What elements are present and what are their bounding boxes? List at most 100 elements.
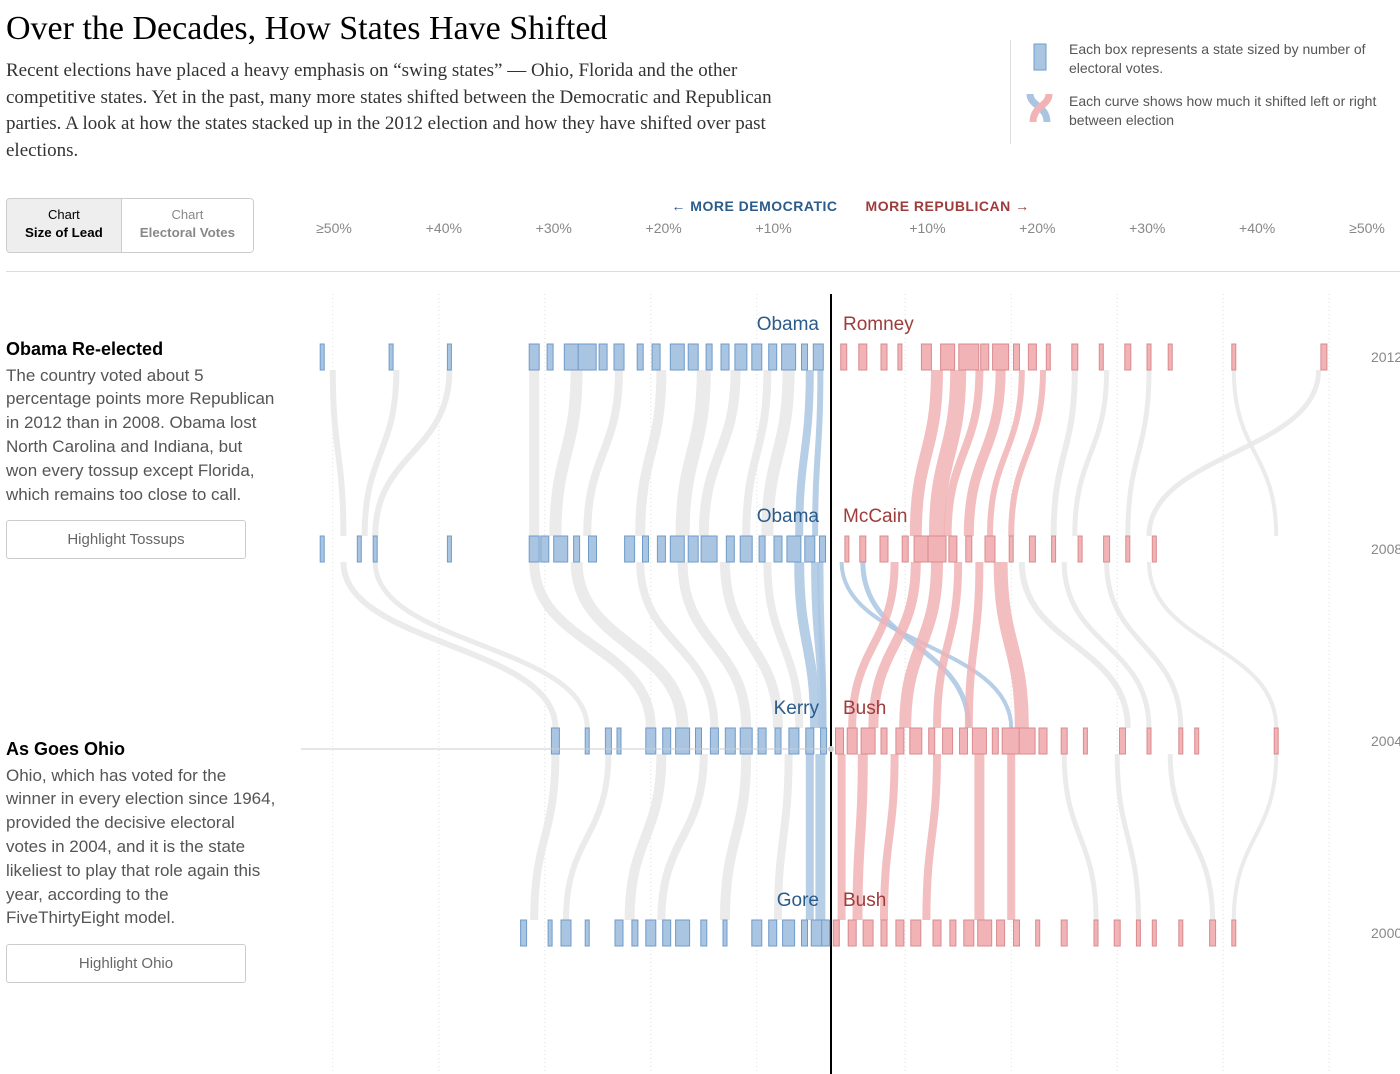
- state-box-rep[interactable]: [898, 344, 902, 370]
- state-box-rep[interactable]: [911, 920, 921, 946]
- state-box-dem[interactable]: [320, 344, 324, 370]
- state-box-dem[interactable]: [670, 536, 684, 562]
- state-box-dem[interactable]: [701, 536, 717, 562]
- state-box-rep[interactable]: [981, 344, 989, 370]
- state-box-rep[interactable]: [1039, 728, 1047, 754]
- state-box-rep[interactable]: [1099, 344, 1103, 370]
- state-box-rep[interactable]: [833, 920, 839, 946]
- state-box-dem[interactable]: [663, 728, 671, 754]
- state-box-dem[interactable]: [663, 920, 671, 946]
- state-box-dem[interactable]: [652, 344, 660, 370]
- state-box-rep[interactable]: [902, 536, 908, 562]
- state-box-rep[interactable]: [881, 344, 887, 370]
- state-box-dem[interactable]: [615, 920, 623, 946]
- state-box-dem[interactable]: [646, 920, 656, 946]
- state-box-dem[interactable]: [752, 920, 762, 946]
- state-box-dem[interactable]: [614, 344, 624, 370]
- state-box-dem[interactable]: [447, 536, 451, 562]
- state-box-rep[interactable]: [880, 536, 888, 562]
- state-box-dem[interactable]: [769, 344, 777, 370]
- state-box-rep[interactable]: [1232, 344, 1236, 370]
- state-box-dem[interactable]: [625, 536, 635, 562]
- state-box-rep[interactable]: [914, 536, 928, 562]
- state-box-dem[interactable]: [529, 344, 539, 370]
- state-box-rep[interactable]: [1168, 344, 1172, 370]
- state-box-rep[interactable]: [1321, 344, 1327, 370]
- state-box-rep[interactable]: [896, 920, 904, 946]
- state-box-rep[interactable]: [933, 920, 941, 946]
- annotation-button[interactable]: Highlight Ohio: [6, 944, 246, 983]
- state-box-dem[interactable]: [578, 344, 596, 370]
- state-box-rep[interactable]: [896, 728, 904, 754]
- state-box-dem[interactable]: [721, 344, 729, 370]
- state-box-dem[interactable]: [805, 536, 815, 562]
- state-box-rep[interactable]: [978, 920, 992, 946]
- state-box-dem[interactable]: [787, 536, 801, 562]
- state-box-rep[interactable]: [1152, 536, 1156, 562]
- state-box-rep[interactable]: [861, 728, 875, 754]
- state-box-rep[interactable]: [1114, 920, 1120, 946]
- state-box-rep[interactable]: [1126, 536, 1130, 562]
- state-box-dem[interactable]: [574, 536, 580, 562]
- state-box-rep[interactable]: [1009, 536, 1013, 562]
- toggle-electoral-votes[interactable]: Chart Electoral Votes: [121, 199, 253, 251]
- state-box-rep[interactable]: [966, 536, 972, 562]
- state-box-rep[interactable]: [841, 344, 847, 370]
- state-box-dem[interactable]: [740, 728, 752, 754]
- state-box-rep[interactable]: [1120, 728, 1126, 754]
- toggle-size-of-lead[interactable]: Chart Size of Lead: [7, 199, 121, 251]
- state-box-dem[interactable]: [564, 344, 578, 370]
- state-box-dem[interactable]: [725, 728, 735, 754]
- state-box-dem[interactable]: [735, 344, 747, 370]
- state-box-rep[interactable]: [881, 728, 887, 754]
- state-box-dem[interactable]: [783, 920, 795, 946]
- state-box-rep[interactable]: [997, 920, 1005, 946]
- state-box-dem[interactable]: [585, 728, 589, 754]
- state-box-rep[interactable]: [863, 920, 873, 946]
- state-box-rep[interactable]: [1136, 920, 1140, 946]
- state-box-rep[interactable]: [881, 920, 887, 946]
- state-box-rep[interactable]: [1232, 920, 1236, 946]
- state-box-rep[interactable]: [960, 728, 968, 754]
- state-box-dem[interactable]: [676, 728, 690, 754]
- state-box-dem[interactable]: [632, 920, 638, 946]
- state-box-dem[interactable]: [726, 536, 734, 562]
- state-box-rep[interactable]: [1274, 728, 1278, 754]
- state-box-rep[interactable]: [1195, 728, 1199, 754]
- state-box-dem[interactable]: [589, 536, 597, 562]
- state-box-dem[interactable]: [706, 344, 712, 370]
- state-box-dem[interactable]: [521, 920, 527, 946]
- state-box-dem[interactable]: [802, 344, 808, 370]
- state-box-dem[interactable]: [775, 728, 781, 754]
- state-box-dem[interactable]: [548, 920, 552, 946]
- state-box-dem[interactable]: [617, 728, 621, 754]
- state-box-rep[interactable]: [1052, 536, 1056, 562]
- state-box-rep[interactable]: [1083, 728, 1087, 754]
- state-box-rep[interactable]: [1036, 920, 1040, 946]
- state-box-dem[interactable]: [643, 536, 649, 562]
- state-box-rep[interactable]: [949, 536, 957, 562]
- state-box-rep[interactable]: [1014, 920, 1020, 946]
- state-box-dem[interactable]: [822, 920, 830, 946]
- state-box-rep[interactable]: [845, 536, 849, 562]
- state-box-rep[interactable]: [1179, 920, 1183, 946]
- state-box-rep[interactable]: [992, 728, 998, 754]
- state-box-dem[interactable]: [447, 344, 451, 370]
- state-box-rep[interactable]: [1152, 920, 1156, 946]
- state-box-dem[interactable]: [821, 728, 827, 754]
- state-box-dem[interactable]: [688, 344, 698, 370]
- state-box-rep[interactable]: [847, 728, 857, 754]
- state-box-dem[interactable]: [605, 728, 611, 754]
- state-box-dem[interactable]: [541, 536, 549, 562]
- state-box-rep[interactable]: [1147, 344, 1151, 370]
- state-box-rep[interactable]: [1019, 728, 1035, 754]
- state-box-dem[interactable]: [373, 536, 377, 562]
- state-box-rep[interactable]: [848, 920, 856, 946]
- state-box-rep[interactable]: [1046, 344, 1050, 370]
- state-box-rep[interactable]: [972, 728, 986, 754]
- state-box-rep[interactable]: [929, 728, 935, 754]
- state-box-dem[interactable]: [752, 344, 762, 370]
- state-box-dem[interactable]: [696, 728, 702, 754]
- state-box-dem[interactable]: [769, 920, 777, 946]
- state-box-rep[interactable]: [1078, 536, 1082, 562]
